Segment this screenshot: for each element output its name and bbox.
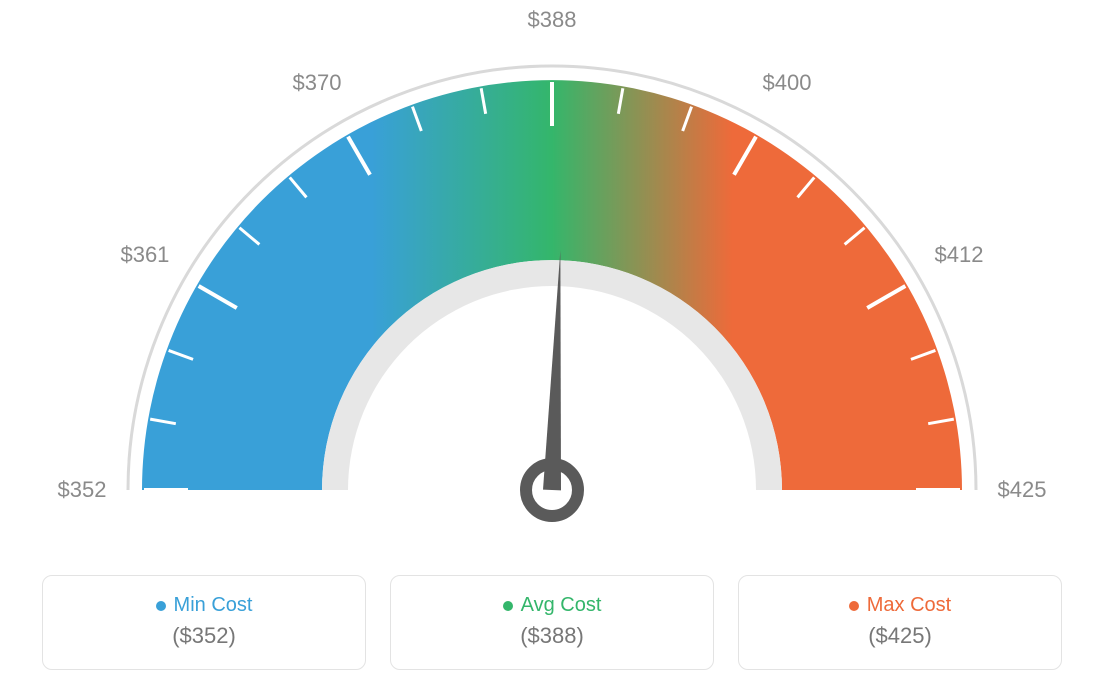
gauge-tick-label: $412 [935,242,984,268]
legend-value-avg: ($388) [520,623,584,649]
legend-title-text: Min Cost [174,594,253,617]
legend-title-text: Max Cost [867,594,951,617]
legend-title-avg: Avg Cost [503,594,602,617]
legend-title-max: Max Cost [849,594,951,617]
gauge-tick-label: $388 [528,7,577,33]
gauge-tick-label: $352 [58,477,107,503]
legend-row: Min Cost ($352) Avg Cost ($388) Max Cost… [42,575,1062,670]
gauge-needle [543,250,561,490]
gauge-svg [0,0,1104,560]
legend-value-min: ($352) [172,623,236,649]
gauge-area: $352 $361 $370 $388 $400 $412 $425 [0,0,1104,560]
gauge-tick-label: $400 [763,70,812,96]
cost-gauge-chart: $352 $361 $370 $388 $400 $412 $425 Min Cost ($… [0,0,1104,690]
gauge-tick-label: $370 [293,70,342,96]
legend-title-text: Avg Cost [521,594,602,617]
gauge-tick-label: $425 [998,477,1047,503]
legend-card-min: Min Cost ($352) [42,575,366,670]
legend-value-max: ($425) [868,623,932,649]
legend-card-max: Max Cost ($425) [738,575,1062,670]
legend-title-min: Min Cost [156,594,253,617]
legend-card-avg: Avg Cost ($388) [390,575,714,670]
dot-icon [503,601,513,611]
gauge-tick-label: $361 [120,242,169,268]
dot-icon [849,601,859,611]
dot-icon [156,601,166,611]
